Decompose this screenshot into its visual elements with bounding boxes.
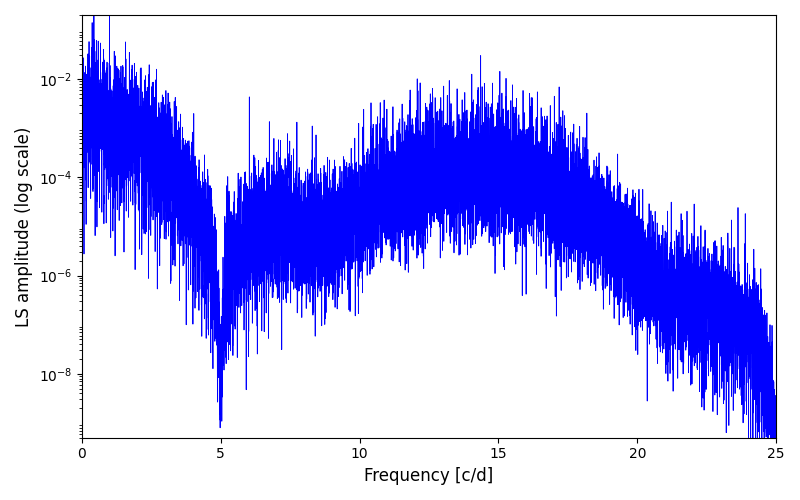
Y-axis label: LS amplitude (log scale): LS amplitude (log scale) bbox=[15, 126, 33, 326]
X-axis label: Frequency [c/d]: Frequency [c/d] bbox=[364, 467, 494, 485]
